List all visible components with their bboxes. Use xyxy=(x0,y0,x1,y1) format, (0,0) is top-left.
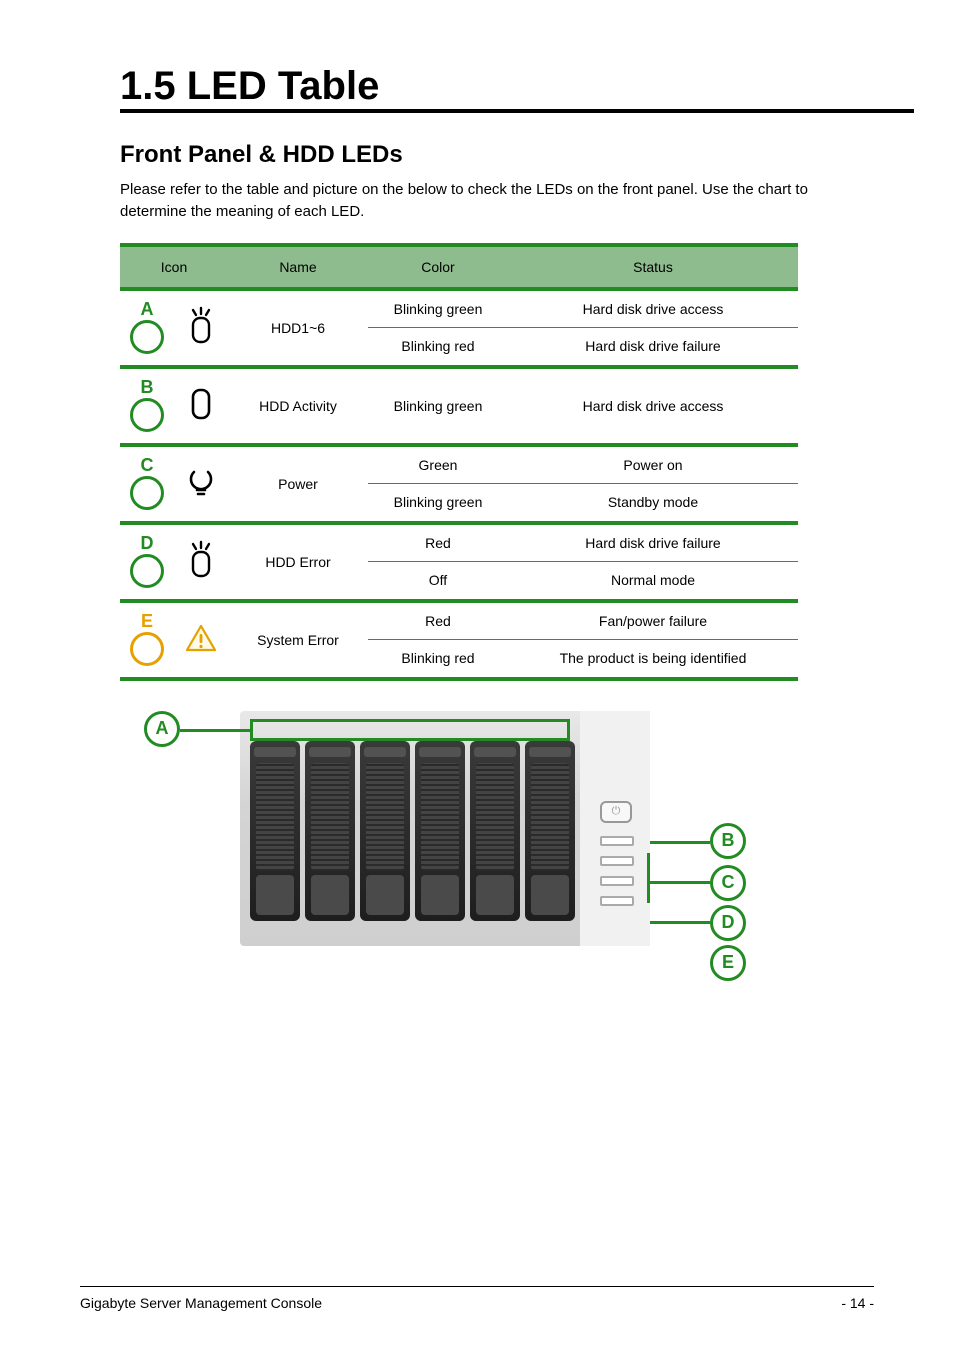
led-indicator-icon xyxy=(130,398,164,432)
chassis-side-panel xyxy=(580,711,650,946)
callout-bracket xyxy=(600,853,650,903)
table-header-row: Icon Name Color Status xyxy=(120,245,798,289)
cell-color: Blinking red xyxy=(368,328,508,367)
table-row: B HDD Activity Blinking green Hard disk … xyxy=(120,367,798,445)
page-footer: Gigabyte Server Management Console - 14 … xyxy=(80,1286,874,1311)
led-indicator-icon xyxy=(130,476,164,510)
intro-paragraph: Please refer to the table and picture on… xyxy=(120,179,874,223)
callout-circle-a: A xyxy=(144,711,180,747)
callout-circle-b: B xyxy=(710,823,746,859)
cell-color: Green xyxy=(368,445,508,484)
hdd-activity-icon xyxy=(183,306,219,346)
drive-bay xyxy=(525,741,575,921)
chassis-photo: ⏻ xyxy=(240,711,650,946)
cell-name: HDD Activity xyxy=(228,367,368,445)
led-table: Icon Name Color Status A HDD1~6 Blinking… xyxy=(120,243,798,681)
subsection-heading: Front Panel & HDD LEDs xyxy=(120,141,874,169)
hdd-icon xyxy=(183,384,219,424)
led-label-c: C xyxy=(141,455,154,475)
callout-line xyxy=(180,729,250,732)
cell-color: Blinking green xyxy=(368,367,508,445)
cell-name: HDD Error xyxy=(228,523,368,601)
table-row: D HDD Error Red Hard disk drive failure xyxy=(120,523,798,562)
section-heading: 1.5 LED Table xyxy=(120,64,914,113)
callout-circle-e: E xyxy=(710,945,746,981)
cell-status: Normal mode xyxy=(508,562,798,601)
led-label-a: A xyxy=(141,299,154,319)
led-label-e: E xyxy=(141,611,153,631)
th-icon: Icon xyxy=(120,245,228,289)
cell-status: Power on xyxy=(508,445,798,484)
callout-box-a xyxy=(250,719,570,741)
drive-bay xyxy=(470,741,520,921)
front-panel-figure: ⏻ A B C D E xyxy=(120,711,820,981)
th-name: Name xyxy=(228,245,368,289)
drive-bay xyxy=(305,741,355,921)
cell-color: Blinking green xyxy=(368,484,508,523)
callout-circle-d: D xyxy=(710,905,746,941)
cell-name: System Error xyxy=(228,601,368,679)
cell-name: HDD1~6 xyxy=(228,289,368,367)
cell-color: Off xyxy=(368,562,508,601)
callout-circle-c: C xyxy=(710,865,746,901)
power-icon xyxy=(183,462,219,502)
cell-status: Fan/power failure xyxy=(508,601,798,640)
led-indicator-icon xyxy=(130,554,164,588)
table-row: A HDD1~6 Blinking green Hard disk drive … xyxy=(120,289,798,328)
drive-bay xyxy=(360,741,410,921)
cell-status: Hard disk drive failure xyxy=(508,523,798,562)
front-led-slot xyxy=(600,836,634,846)
warning-icon xyxy=(183,618,219,658)
cell-status: The product is being identified xyxy=(508,640,798,679)
cell-color: Blinking green xyxy=(368,289,508,328)
led-label-b: B xyxy=(141,377,154,397)
callout-line xyxy=(650,881,710,884)
cell-status: Hard disk drive access xyxy=(508,289,798,328)
cell-status: Hard disk drive access xyxy=(508,367,798,445)
power-button-icon: ⏻ xyxy=(600,801,632,823)
th-color: Color xyxy=(368,245,508,289)
th-status: Status xyxy=(508,245,798,289)
table-row: C Power Green Power on xyxy=(120,445,798,484)
led-label-d: D xyxy=(141,533,154,553)
cell-color: Blinking red xyxy=(368,640,508,679)
cell-name: Power xyxy=(228,445,368,523)
drive-bay xyxy=(415,741,465,921)
cell-status: Standby mode xyxy=(508,484,798,523)
drive-bay xyxy=(250,741,300,921)
table-row: E System Error Red Fan/power failure xyxy=(120,601,798,640)
cell-color: Red xyxy=(368,601,508,640)
callout-line xyxy=(650,841,710,844)
footer-left: Gigabyte Server Management Console xyxy=(80,1295,322,1311)
footer-right: - 14 - xyxy=(841,1295,874,1311)
cell-status: Hard disk drive failure xyxy=(508,328,798,367)
led-indicator-icon xyxy=(130,632,164,666)
led-indicator-icon xyxy=(130,320,164,354)
hdd-error-icon xyxy=(183,540,219,580)
callout-line xyxy=(650,921,710,924)
cell-color: Red xyxy=(368,523,508,562)
